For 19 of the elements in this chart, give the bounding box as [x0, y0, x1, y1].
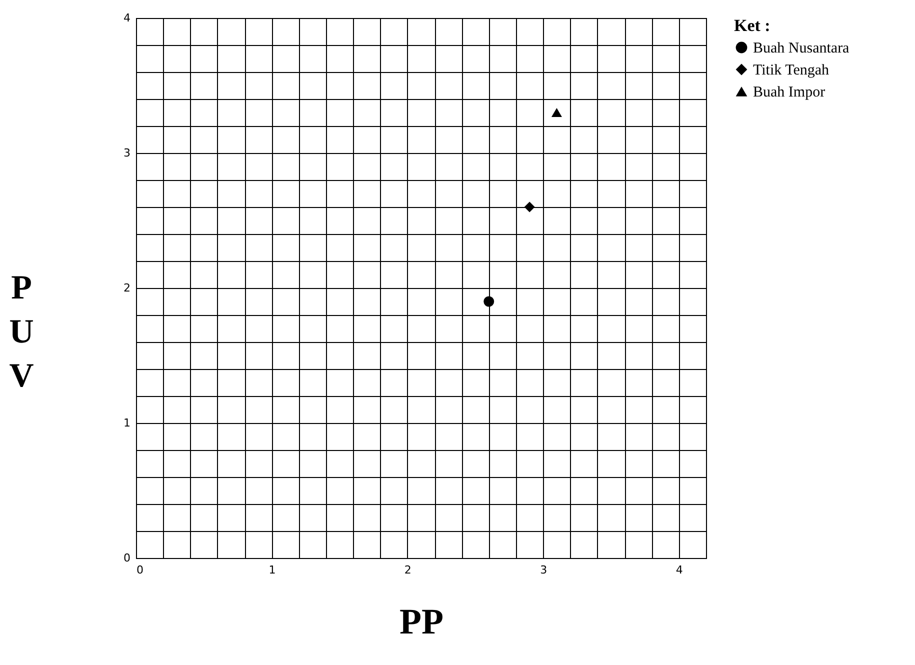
legend-title: Ket :	[734, 16, 770, 35]
y-tick-label: 4	[124, 12, 130, 24]
y-tick-label: 1	[124, 416, 130, 430]
y-axis-title: PUV	[9, 270, 34, 394]
y-tick-label: 2	[124, 282, 130, 294]
y-tick-label: 3	[124, 146, 130, 160]
x-tick-label: 2	[404, 564, 412, 576]
x-tick-label: 4	[676, 564, 683, 576]
x-tick-label: 1	[268, 564, 276, 576]
x-axis-title: PP	[400, 602, 444, 642]
legend-label: Titik Tengah	[753, 62, 830, 78]
point	[551, 108, 562, 118]
point	[524, 202, 535, 212]
y-tick-label: 0	[124, 552, 130, 564]
x-tick-label: 0	[136, 564, 144, 576]
legend-label: Buah Impor	[753, 84, 826, 100]
x-tick-label: 3	[540, 564, 548, 576]
legend-label: Buah Nusantara	[753, 40, 850, 56]
point	[484, 296, 494, 307]
